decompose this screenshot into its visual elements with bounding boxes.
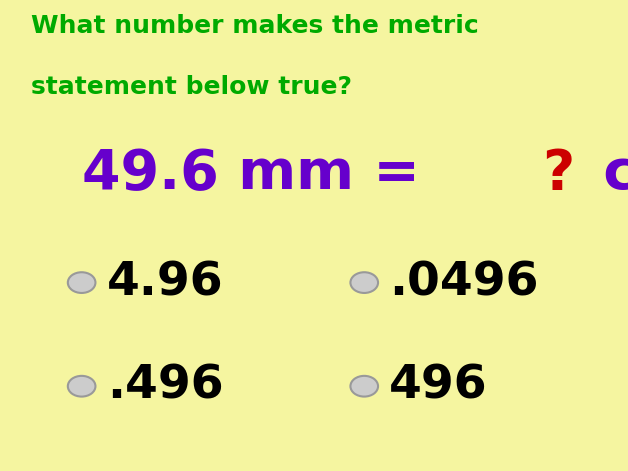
Text: cm: cm bbox=[584, 147, 628, 201]
Text: 496: 496 bbox=[389, 364, 488, 409]
Circle shape bbox=[350, 272, 378, 293]
Text: .496: .496 bbox=[107, 364, 224, 409]
Text: 49.6 mm =: 49.6 mm = bbox=[82, 147, 439, 201]
Text: statement below true?: statement below true? bbox=[31, 75, 352, 99]
Circle shape bbox=[350, 376, 378, 397]
Text: 4.96: 4.96 bbox=[107, 260, 224, 305]
Circle shape bbox=[68, 272, 95, 293]
Text: .0496: .0496 bbox=[389, 260, 539, 305]
Circle shape bbox=[68, 376, 95, 397]
Text: ?: ? bbox=[543, 147, 575, 201]
Text: What number makes the metric: What number makes the metric bbox=[31, 14, 479, 38]
